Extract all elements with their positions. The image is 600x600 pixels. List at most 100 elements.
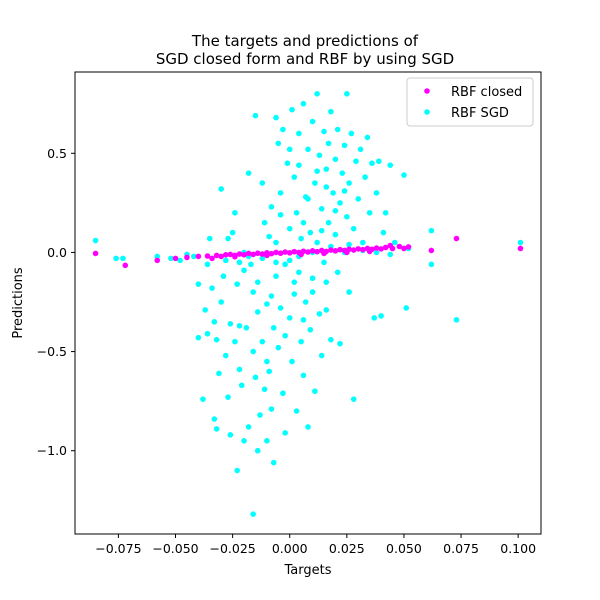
data-point xyxy=(355,196,362,202)
data-point xyxy=(261,219,268,226)
data-point xyxy=(259,255,266,262)
data-point xyxy=(270,324,277,331)
data-point xyxy=(312,388,318,395)
data-point xyxy=(286,257,293,264)
data-point xyxy=(300,317,307,323)
data-point xyxy=(241,252,247,258)
data-point xyxy=(236,366,243,373)
data-point xyxy=(300,219,307,226)
data-point xyxy=(286,225,293,232)
data-point xyxy=(314,248,320,255)
legend-marker-rbf-closed xyxy=(424,88,430,94)
data-point xyxy=(373,249,380,256)
data-point xyxy=(268,406,275,412)
data-point xyxy=(316,152,323,159)
data-point xyxy=(282,249,288,255)
series-rbf-closed xyxy=(92,235,524,269)
data-point xyxy=(273,114,279,121)
data-point xyxy=(236,259,243,266)
data-point xyxy=(318,352,325,359)
data-point xyxy=(266,368,272,375)
data-point xyxy=(401,245,407,252)
data-point xyxy=(305,146,311,153)
data-point xyxy=(403,305,410,311)
data-point xyxy=(318,227,325,234)
data-point xyxy=(273,249,279,256)
data-point xyxy=(200,396,206,402)
data-point xyxy=(362,174,368,180)
series-rbf-sgd xyxy=(92,91,524,517)
data-point xyxy=(396,243,403,250)
data-point xyxy=(300,372,307,379)
data-point xyxy=(323,307,330,313)
data-point xyxy=(428,261,435,268)
data-point xyxy=(195,334,202,341)
data-point xyxy=(314,91,320,97)
data-point xyxy=(307,229,314,236)
data-point xyxy=(282,332,288,339)
data-point xyxy=(453,235,460,242)
data-point xyxy=(298,338,304,345)
data-point xyxy=(289,106,295,113)
data-point xyxy=(172,255,179,262)
data-point xyxy=(360,246,366,253)
data-point xyxy=(232,253,238,260)
y-axis-label: Predictions xyxy=(11,267,26,339)
data-point xyxy=(382,209,389,216)
data-point xyxy=(332,156,339,163)
data-point xyxy=(348,130,355,137)
data-point xyxy=(232,209,238,216)
data-point xyxy=(291,248,298,255)
data-point xyxy=(328,247,334,253)
data-point xyxy=(334,269,341,276)
data-point xyxy=(284,160,291,167)
data-point xyxy=(206,235,213,242)
data-point xyxy=(275,344,282,351)
data-point xyxy=(341,142,348,149)
data-point xyxy=(453,317,460,323)
data-point xyxy=(328,336,334,343)
data-point xyxy=(259,180,266,186)
data-point xyxy=(225,235,231,242)
data-point xyxy=(234,467,240,474)
data-point xyxy=(120,255,126,262)
data-point xyxy=(213,426,220,432)
data-point xyxy=(309,275,316,282)
data-point xyxy=(312,180,318,186)
data-point xyxy=(307,326,314,333)
data-point xyxy=(337,246,343,253)
data-point xyxy=(332,207,339,214)
data-point xyxy=(387,242,394,249)
data-point xyxy=(211,319,218,325)
data-point xyxy=(405,244,412,250)
data-point xyxy=(254,279,261,285)
data-point xyxy=(218,253,224,260)
data-point xyxy=(346,289,352,295)
data-point xyxy=(168,255,174,262)
legend-box xyxy=(406,77,534,127)
data-point xyxy=(277,190,284,196)
data-point xyxy=(296,162,302,168)
data-point xyxy=(286,146,293,153)
data-point xyxy=(428,247,435,254)
data-point xyxy=(259,251,266,257)
data-point xyxy=(330,190,336,196)
data-point xyxy=(302,299,309,305)
data-point xyxy=(250,348,256,355)
data-point xyxy=(261,386,268,393)
data-point xyxy=(291,174,298,180)
x-tick-label: 0.050 xyxy=(386,541,422,556)
data-point xyxy=(252,112,259,119)
y-axis-ticks: −1.0 −0.5 0.0 0.5 xyxy=(37,146,75,458)
data-point xyxy=(273,239,279,246)
data-point xyxy=(227,321,234,327)
data-point xyxy=(218,299,224,305)
data-point xyxy=(236,323,243,329)
data-point xyxy=(264,301,270,307)
data-point xyxy=(280,390,286,397)
data-point xyxy=(305,424,311,430)
y-tick-label: −1.0 xyxy=(37,443,67,458)
data-point xyxy=(309,289,316,295)
data-point xyxy=(232,338,238,345)
